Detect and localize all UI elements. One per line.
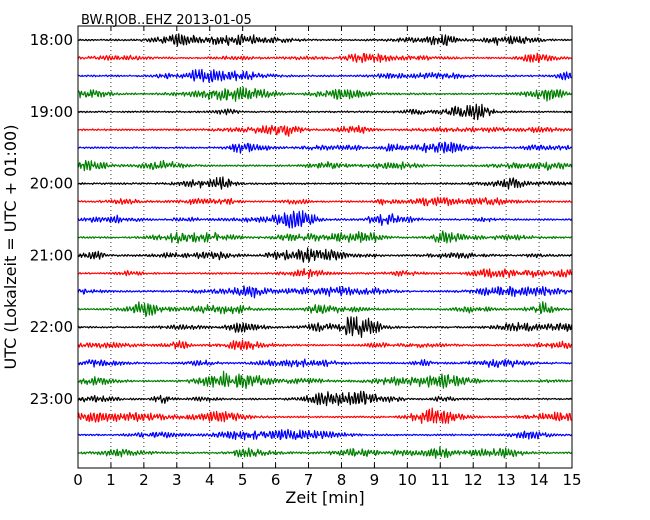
seismogram-trace	[77, 230, 572, 244]
y-tick-label: 19:00	[30, 103, 73, 121]
x-tick-label: 7	[304, 471, 314, 489]
seismogram-trace	[77, 390, 572, 407]
seismogram-trace	[77, 68, 572, 83]
x-tick-label: 6	[271, 471, 281, 489]
y-tick-label: 20:00	[30, 175, 73, 193]
seismogram-trace	[77, 176, 572, 190]
seismogram-trace	[77, 428, 573, 441]
seismogram-traces	[77, 33, 573, 459]
seismogram-trace	[77, 267, 573, 279]
y-tick-label: 23:00	[30, 390, 73, 408]
seismogram-trace	[77, 210, 573, 229]
x-tick-label: 1	[106, 471, 116, 489]
seismogram-trace	[77, 86, 572, 102]
x-tick-label: 2	[139, 471, 149, 489]
seismogram-trace	[77, 285, 573, 299]
y-axis-label: UTC (Lokalzeit = UTC + 01:00)	[1, 125, 20, 370]
seismogram-trace	[77, 316, 573, 339]
seismogram-trace	[77, 124, 572, 137]
seismogram-trace	[77, 52, 572, 64]
x-tick-label: 13	[497, 471, 516, 489]
x-tick-label: 10	[398, 471, 417, 489]
chart-title: BW.RJOB..EHZ 2013-01-05	[81, 13, 252, 28]
grid-lines	[110, 26, 540, 468]
x-axis-label: Zeit [min]	[285, 488, 364, 507]
seismogram-trace	[77, 196, 572, 207]
seismogram-trace	[77, 103, 572, 121]
x-tick-label: 14	[530, 471, 549, 489]
seismogram-trace	[77, 370, 572, 390]
x-tick-label: 11	[431, 471, 450, 489]
plot-frame	[77, 25, 573, 469]
seismogram-trace	[77, 301, 572, 318]
seismogram-trace	[77, 446, 573, 459]
seismogram-trace	[77, 358, 572, 369]
y-tick-label: 18:00	[30, 31, 73, 49]
y-axis-ticks: 18:00 19:00 20:00 21:00 22:00 23:00	[30, 31, 572, 408]
x-tick-label: 9	[370, 471, 380, 489]
x-tick-label: 15	[562, 471, 581, 489]
seismogram-trace	[77, 407, 572, 424]
seismogram-trace	[77, 33, 572, 47]
x-tick-label: 4	[205, 471, 215, 489]
x-tick-label: 12	[464, 471, 483, 489]
seismogram-trace	[77, 159, 573, 172]
x-tick-label: 5	[238, 471, 248, 489]
x-tick-label: 3	[172, 471, 182, 489]
y-tick-label: 21:00	[30, 246, 73, 264]
seismogram-trace	[77, 339, 573, 351]
x-axis-ticks: 0 1 2 3 4 5 6 7 8 9 10 11 12 13 14 15	[73, 26, 582, 489]
y-tick-label: 22:00	[30, 318, 73, 336]
seismogram-trace	[77, 141, 572, 154]
seismogram-trace	[77, 247, 572, 263]
x-tick-label: 8	[337, 471, 347, 489]
x-tick-label: 0	[73, 471, 83, 489]
